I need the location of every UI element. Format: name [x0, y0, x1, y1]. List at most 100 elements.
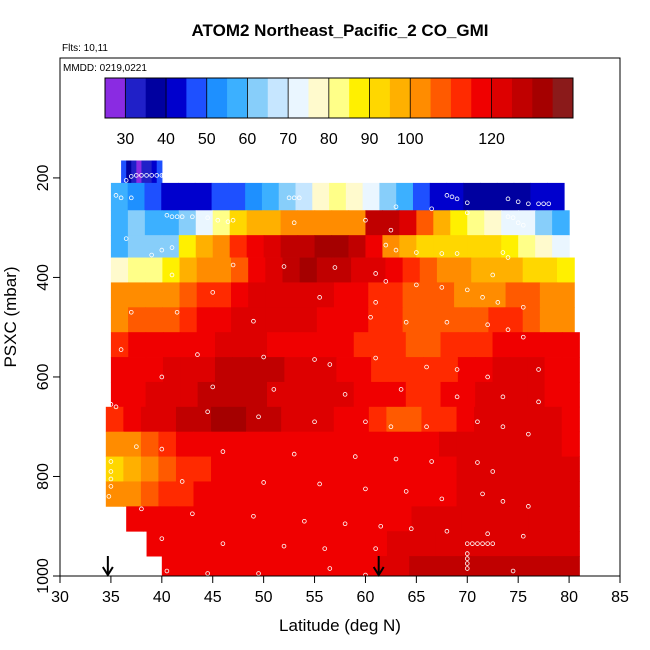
curtain-cell: [197, 381, 216, 408]
curtain-cell: [561, 406, 580, 433]
curtain-cell: [446, 182, 464, 211]
curtain-cell: [438, 406, 458, 433]
curtain-cell: [419, 257, 438, 283]
flight-track-points: [106, 173, 552, 578]
curtain-cell: [562, 506, 580, 532]
flight-point: [454, 251, 460, 256]
curtain-cell: [362, 182, 381, 211]
curtain-cell: [178, 182, 196, 211]
curtain-cell: [362, 556, 379, 577]
curtain-cell: [365, 235, 384, 258]
curtain-cell: [298, 456, 317, 482]
curtain-cell: [196, 257, 215, 283]
curtain-cell: [456, 456, 475, 482]
curtain-cell: [145, 357, 164, 383]
curtain-cell: [270, 556, 287, 577]
curtain-cell: [351, 456, 370, 482]
curtain-cell: [242, 531, 260, 557]
curtain-cell: [563, 556, 580, 577]
curtain-cell: [322, 531, 340, 557]
flight-point: [439, 251, 445, 256]
curtain-cell: [179, 307, 198, 333]
curtain-cell: [213, 282, 232, 308]
flight-point: [164, 212, 170, 218]
curtain-cell: [232, 381, 251, 408]
curtain-cell: [299, 307, 318, 333]
flight-point: [520, 334, 526, 340]
curtain-cell: [145, 282, 163, 308]
flight-point: [475, 541, 480, 546]
x-tick-label: 50: [255, 589, 273, 606]
curtain-cell: [280, 210, 299, 236]
colorbar-tick-label: 30: [116, 131, 134, 148]
flight-point: [144, 173, 149, 178]
curtain-cell: [544, 357, 563, 383]
curtain-cell: [475, 357, 494, 383]
curtain-cell: [544, 332, 563, 358]
curtain-cell: [105, 456, 124, 482]
curtain-cell: [140, 406, 160, 433]
curtain-cell: [379, 182, 397, 211]
flight-point: [332, 265, 338, 270]
curtain-cell: [319, 381, 338, 408]
curtain-cell: [405, 332, 424, 358]
curtain-cell: [386, 406, 405, 433]
curtain-cell: [419, 282, 438, 308]
flight-point: [174, 214, 180, 220]
curtain-cell: [319, 332, 338, 358]
curtain-cell: [158, 431, 177, 457]
curtain-cell: [210, 531, 228, 557]
flight-point: [464, 556, 470, 561]
flight-point: [108, 476, 114, 482]
flight-point: [149, 252, 154, 258]
flight-point: [368, 314, 373, 320]
curtain-cell: [214, 332, 233, 358]
curtain-cell: [327, 506, 345, 532]
curtain-cell: [110, 381, 129, 408]
curtain-cell: [282, 307, 301, 333]
curtain-cell: [193, 456, 212, 482]
x-tick-label: 75: [509, 589, 527, 606]
flight-point: [505, 196, 511, 202]
flight-point: [485, 531, 490, 536]
curtain-cell: [505, 282, 524, 308]
curtain-cell: [194, 531, 212, 557]
curtain-cell: [522, 257, 541, 283]
flight-point: [251, 513, 256, 519]
curtain-cell: [208, 556, 225, 577]
flight-point: [388, 227, 394, 233]
curtain-cell: [471, 307, 489, 333]
curtain-cell: [226, 506, 245, 532]
curtain-cell: [416, 210, 434, 236]
curtain-cell: [467, 235, 485, 258]
curtain-cell: [195, 235, 214, 258]
colorbar-swatch: [166, 78, 187, 118]
flight-point: [520, 533, 526, 539]
curtain-cell: [299, 282, 318, 308]
curtain-cell: [368, 307, 387, 333]
flight-point: [128, 309, 134, 315]
curtain-cell: [180, 357, 199, 383]
colorbar-swatch: [308, 78, 330, 118]
x-tick-label: 55: [306, 589, 324, 606]
curtain-cell: [440, 332, 459, 358]
curtain-cell: [351, 481, 370, 507]
curtain-cell: [509, 381, 528, 408]
flight-point: [403, 319, 409, 325]
curtain-cell: [421, 481, 440, 507]
curtain-cell: [146, 531, 164, 557]
curtain-cell: [162, 357, 181, 383]
flight-point: [464, 551, 470, 556]
curtain-cell: [177, 556, 194, 577]
curtain-cell: [105, 406, 124, 433]
curtain-cell: [336, 332, 355, 358]
flight-point: [169, 245, 175, 250]
colorbar-tick-label: 100: [397, 131, 424, 148]
colorbar-frame: [104, 77, 574, 119]
curtain-cell: [175, 406, 195, 433]
curtain-cell: [258, 531, 276, 557]
curtain-cell: [145, 381, 164, 408]
flight-point: [500, 250, 506, 255]
curtain-cell: [405, 357, 424, 383]
curtain-cell: [210, 506, 228, 532]
